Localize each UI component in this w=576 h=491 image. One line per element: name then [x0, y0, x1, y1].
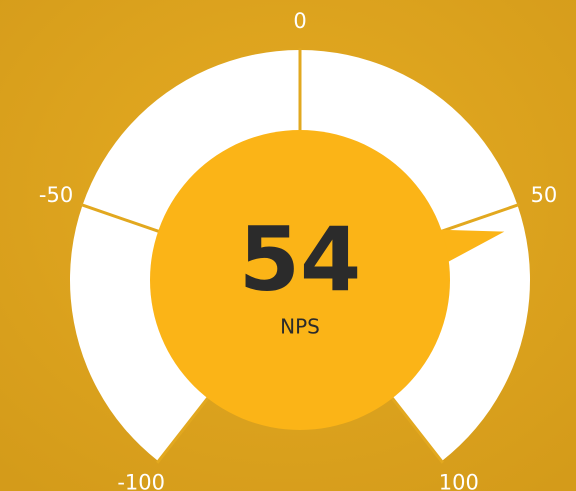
tick-label: 0: [293, 9, 306, 33]
gauge-pointer: [435, 229, 505, 265]
tick-label: 100: [439, 470, 479, 491]
tick-label: -50: [39, 183, 73, 207]
tick-divider: [431, 203, 520, 236]
tick-label: 50: [531, 183, 558, 207]
gauge-value: 54: [239, 208, 361, 311]
tick-divider: [80, 203, 169, 236]
gauge-center: [150, 130, 450, 430]
tick-label: -100: [117, 470, 165, 491]
tick-divider: [385, 389, 445, 464]
gauge-band: [69, 49, 531, 462]
tick-divider: [155, 389, 215, 464]
gauge-label: NPS: [280, 315, 320, 339]
